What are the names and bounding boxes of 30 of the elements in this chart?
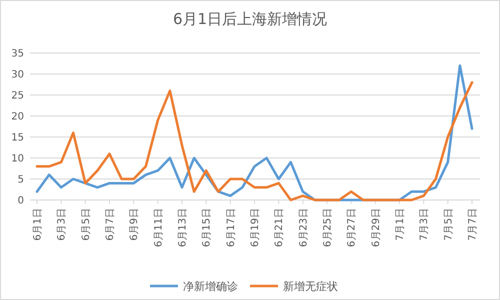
x-tick-label: 6月11日: [153, 208, 164, 248]
y-tick-label: 35: [11, 48, 24, 60]
y-tick-label: 5: [18, 174, 24, 186]
legend-label: 净新增确诊: [183, 280, 238, 293]
x-tick-label: 6月9日: [129, 208, 140, 241]
x-tick-label: 7月5日: [443, 208, 454, 241]
x-tick-label: 6月1日: [32, 208, 44, 241]
chart-title: 6月1日后上海新增情况: [172, 10, 328, 28]
x-tick-label: 6月29日: [370, 208, 382, 248]
x-tick-label: 6月7日: [105, 208, 116, 241]
x-tick-label: 7月7日: [468, 208, 478, 241]
x-tick-label: 6月3日: [56, 208, 68, 241]
y-tick-label: 10: [11, 154, 24, 164]
x-tick-label: 6月17日: [226, 208, 237, 248]
x-tick-label: 7月1日: [395, 208, 406, 241]
y-tick-label: 15: [11, 132, 24, 144]
x-tick-label: 6月19日: [250, 208, 261, 248]
x-tick-label: 6月13日: [178, 208, 188, 248]
y-tick-label: 0: [18, 196, 24, 206]
x-tick-label: 7月3日: [419, 208, 430, 241]
legend-label: 新增无症状: [283, 280, 338, 293]
y-tick-label: 25: [11, 90, 24, 102]
x-tick-label: 6月23日: [298, 208, 310, 248]
y-tick-label: 20: [11, 112, 24, 122]
x-tick-label: 6月15日: [202, 208, 213, 248]
x-tick-label: 6月25日: [322, 208, 334, 248]
y-tick-label: 30: [11, 70, 24, 80]
x-tick-label: 6月27日: [346, 208, 358, 248]
x-tick-label: 6月5日: [80, 208, 92, 241]
x-tick-label: 6月21日: [274, 208, 286, 248]
